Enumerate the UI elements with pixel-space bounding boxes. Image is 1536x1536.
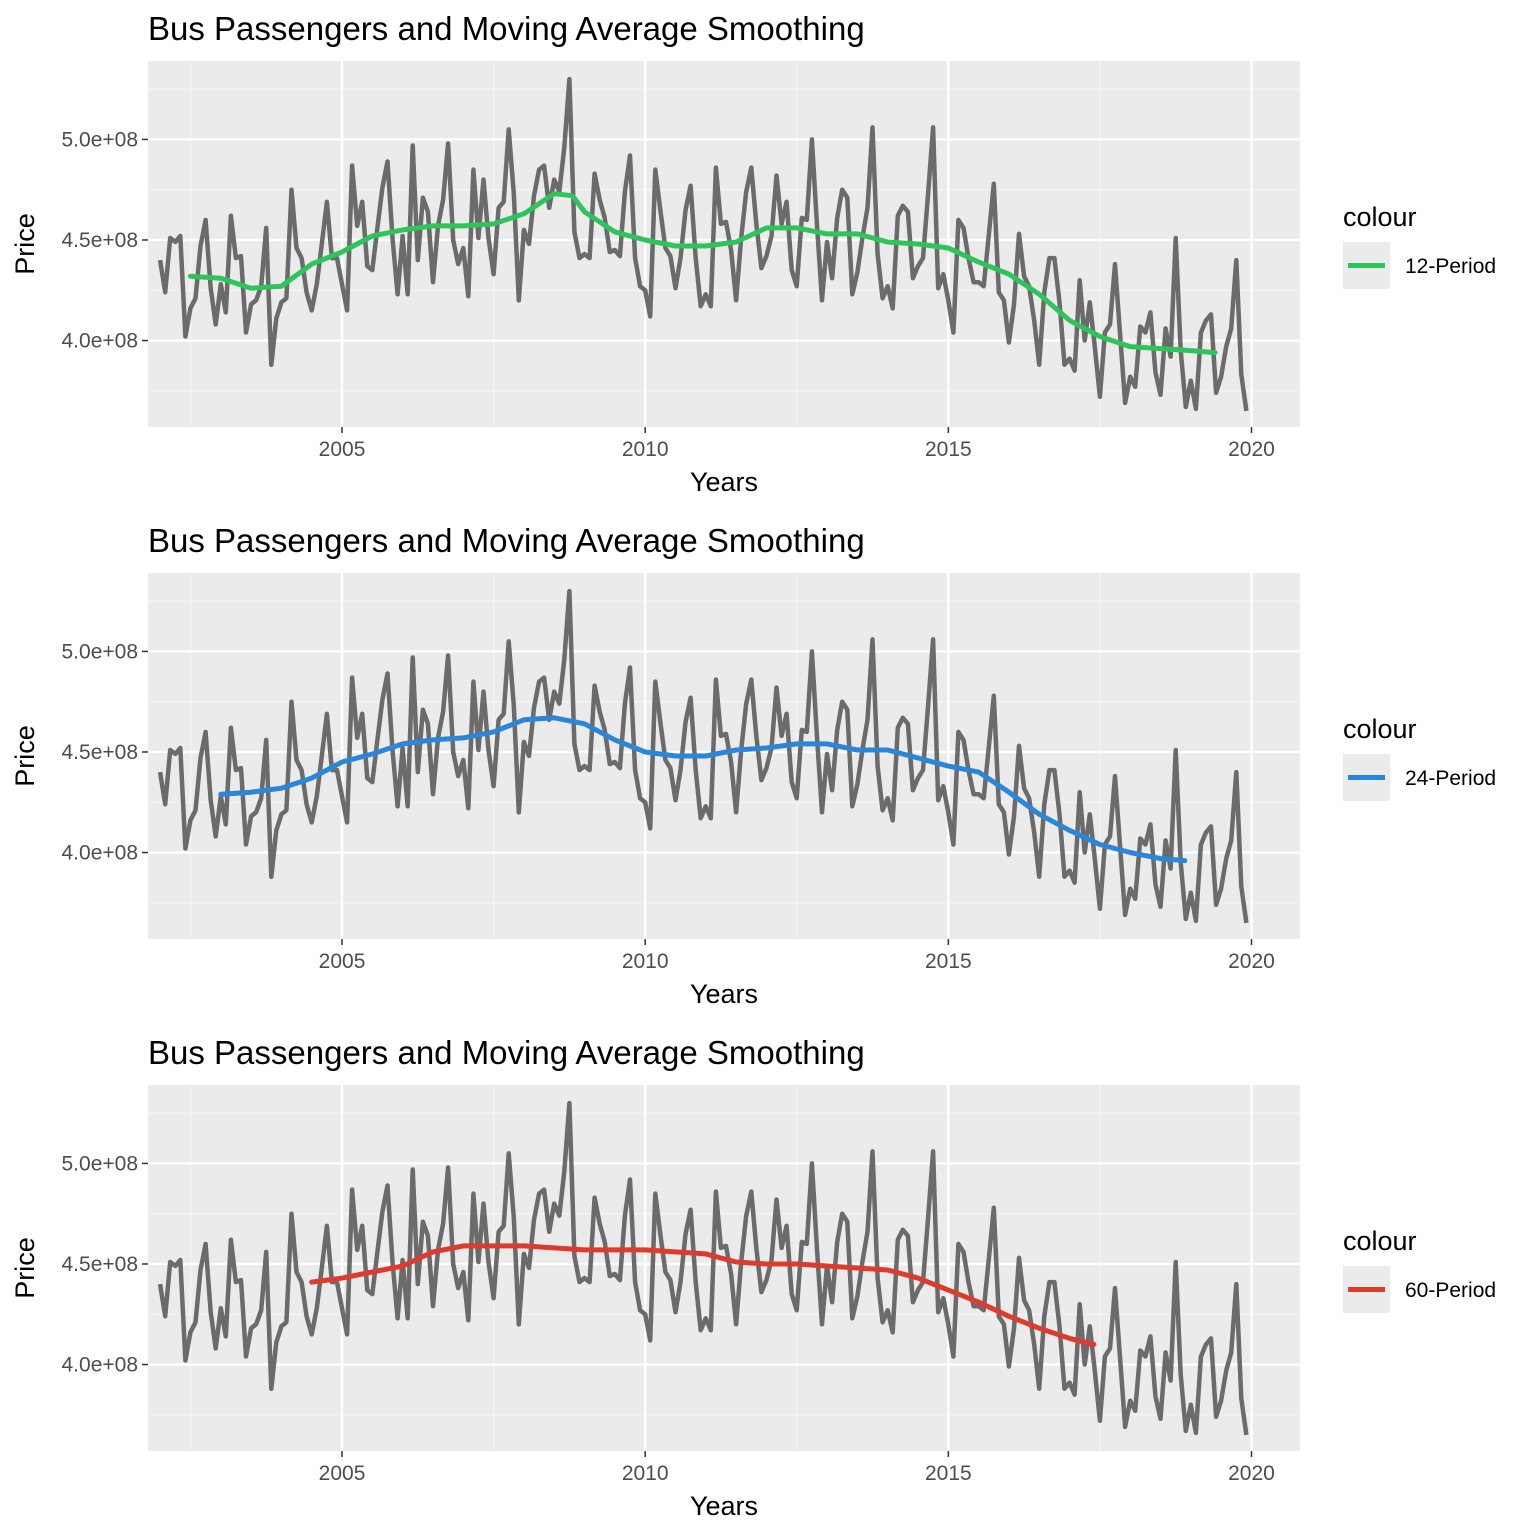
chart-panel-2: Bus Passengers and Moving Average Smooth… [10,522,1496,1009]
y-tick-label: 4.0e+08 [62,330,139,353]
minor-gridlines [148,1085,1300,1451]
x-tick-label: 2020 [1228,950,1275,973]
smooth-series-line [309,1243,1097,1347]
legend-title: colour [1343,1226,1417,1256]
y-tick-label: 5.0e+08 [62,1152,139,1175]
smooth-series-line [187,191,1218,356]
chart-title: Bus Passengers and Moving Average Smooth… [148,1034,865,1071]
x-axis-ticks: 2005 2010 2015 2020 [319,939,1275,973]
raw-series [157,76,1249,412]
y-tick-label: 4.5e+08 [62,1253,139,1276]
x-tick-label: 2010 [622,1462,669,1485]
x-axis-title: Years [690,467,758,497]
x-axis-ticks: 2005 2010 2015 2020 [319,1451,1275,1485]
y-tick-label: 5.0e+08 [62,640,139,663]
x-tick-label: 2015 [925,438,972,461]
smooth-series [187,191,1218,356]
x-tick-label: 2005 [319,1462,366,1485]
legend: colour 60-Period [1343,1226,1496,1313]
chart-title: Bus Passengers and Moving Average Smooth… [148,10,865,47]
smooth-series-line [218,715,1188,864]
legend-label: 24-Period [1405,767,1496,790]
raw-series-line [157,588,1249,924]
y-axis-ticks: 4.0e+08 4.5e+08 5.0e+08 [62,128,148,353]
y-axis-title: Price [10,725,40,787]
y-axis-title: Price [10,213,40,275]
x-tick-label: 2005 [319,950,366,973]
y-tick-label: 4.5e+08 [62,229,139,252]
raw-series [157,588,1249,924]
x-axis-title: Years [690,979,758,1009]
y-tick-label: 4.0e+08 [62,1354,139,1377]
y-tick-label: 4.5e+08 [62,741,139,764]
x-tick-label: 2015 [925,1462,972,1485]
plot-background [148,1085,1300,1451]
major-gridlines [148,61,1300,427]
x-axis-ticks: 2005 2010 2015 2020 [319,427,1275,461]
major-gridlines [148,1085,1300,1451]
x-tick-label: 2010 [622,950,669,973]
legend-label: 60-Period [1405,1279,1496,1302]
smooth-series [218,715,1188,864]
y-axis-ticks: 4.0e+08 4.5e+08 5.0e+08 [62,1152,148,1377]
x-tick-label: 2005 [319,438,366,461]
smooth-series [309,1243,1097,1347]
legend: colour 24-Period [1343,714,1496,801]
legend-label: 12-Period [1405,255,1496,278]
chart-title: Bus Passengers and Moving Average Smooth… [148,522,865,559]
y-tick-label: 4.0e+08 [62,842,139,865]
raw-series [157,1100,1249,1436]
x-tick-label: 2020 [1228,1462,1275,1485]
x-tick-label: 2010 [622,438,669,461]
x-tick-label: 2015 [925,950,972,973]
plot-background [148,573,1300,939]
chart-panel-3: Bus Passengers and Moving Average Smooth… [10,1034,1496,1521]
chart-panel-1: Bus Passengers and Moving Average Smooth… [10,10,1496,497]
y-axis-ticks: 4.0e+08 4.5e+08 5.0e+08 [62,640,148,865]
y-tick-label: 5.0e+08 [62,128,139,151]
x-axis-title: Years [690,1491,758,1521]
legend-title: colour [1343,202,1417,232]
raw-series-line [157,76,1249,412]
legend: colour 12-Period [1343,202,1496,289]
minor-gridlines [148,573,1300,939]
x-tick-label: 2020 [1228,438,1275,461]
y-axis-title: Price [10,1237,40,1299]
legend-title: colour [1343,714,1417,744]
raw-series-line [157,1100,1249,1436]
minor-gridlines [148,61,1300,427]
